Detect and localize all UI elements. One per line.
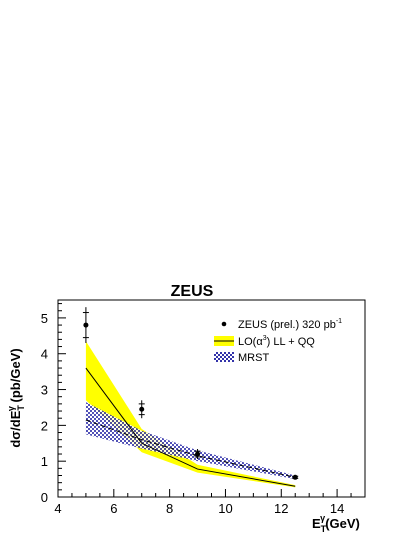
- x-tick-label: 10: [218, 501, 232, 516]
- data-point: [292, 474, 298, 480]
- legend-marker-data: [221, 321, 227, 327]
- y-tick-label: 1: [41, 454, 48, 469]
- ll-line: [85, 367, 296, 487]
- legend-swatch-mrst: [214, 352, 234, 362]
- x-tick-label: 14: [330, 501, 344, 516]
- chart-title: ZEUS: [171, 283, 214, 300]
- data-point: [195, 451, 201, 457]
- x-tick-label: 8: [166, 501, 173, 516]
- legend-label-data: ZEUS (prel.) 320 pb-1: [238, 318, 342, 331]
- mrst-line: [85, 419, 296, 478]
- legend-label-mrst: MRST: [238, 352, 269, 364]
- y-tick-label: 5: [41, 311, 48, 326]
- y-tick-label: 3: [41, 383, 48, 398]
- y-tick-label: 4: [41, 347, 48, 362]
- data-point: [83, 322, 89, 328]
- y-axis-title: dσ/dETγ (pb/GeV): [6, 348, 26, 447]
- ll-band: [85, 341, 296, 488]
- plot-area: [82, 307, 299, 488]
- x-tick-label: 4: [54, 501, 61, 516]
- legend-label-ll: LO(α3) LL + QQ: [238, 335, 315, 348]
- mrst-band: [85, 402, 296, 480]
- y-tick-label: 2: [41, 418, 48, 433]
- y-tick-label: 0: [41, 490, 48, 505]
- x-tick-label: 12: [274, 501, 288, 516]
- x-axis-title: ETγ(GeV): [312, 513, 360, 534]
- data-point: [139, 406, 145, 412]
- x-tick-label: 6: [110, 501, 117, 516]
- legend: ZEUS (prel.) 320 pb-1 LO(α3) LL + QQ MRS…: [214, 318, 342, 364]
